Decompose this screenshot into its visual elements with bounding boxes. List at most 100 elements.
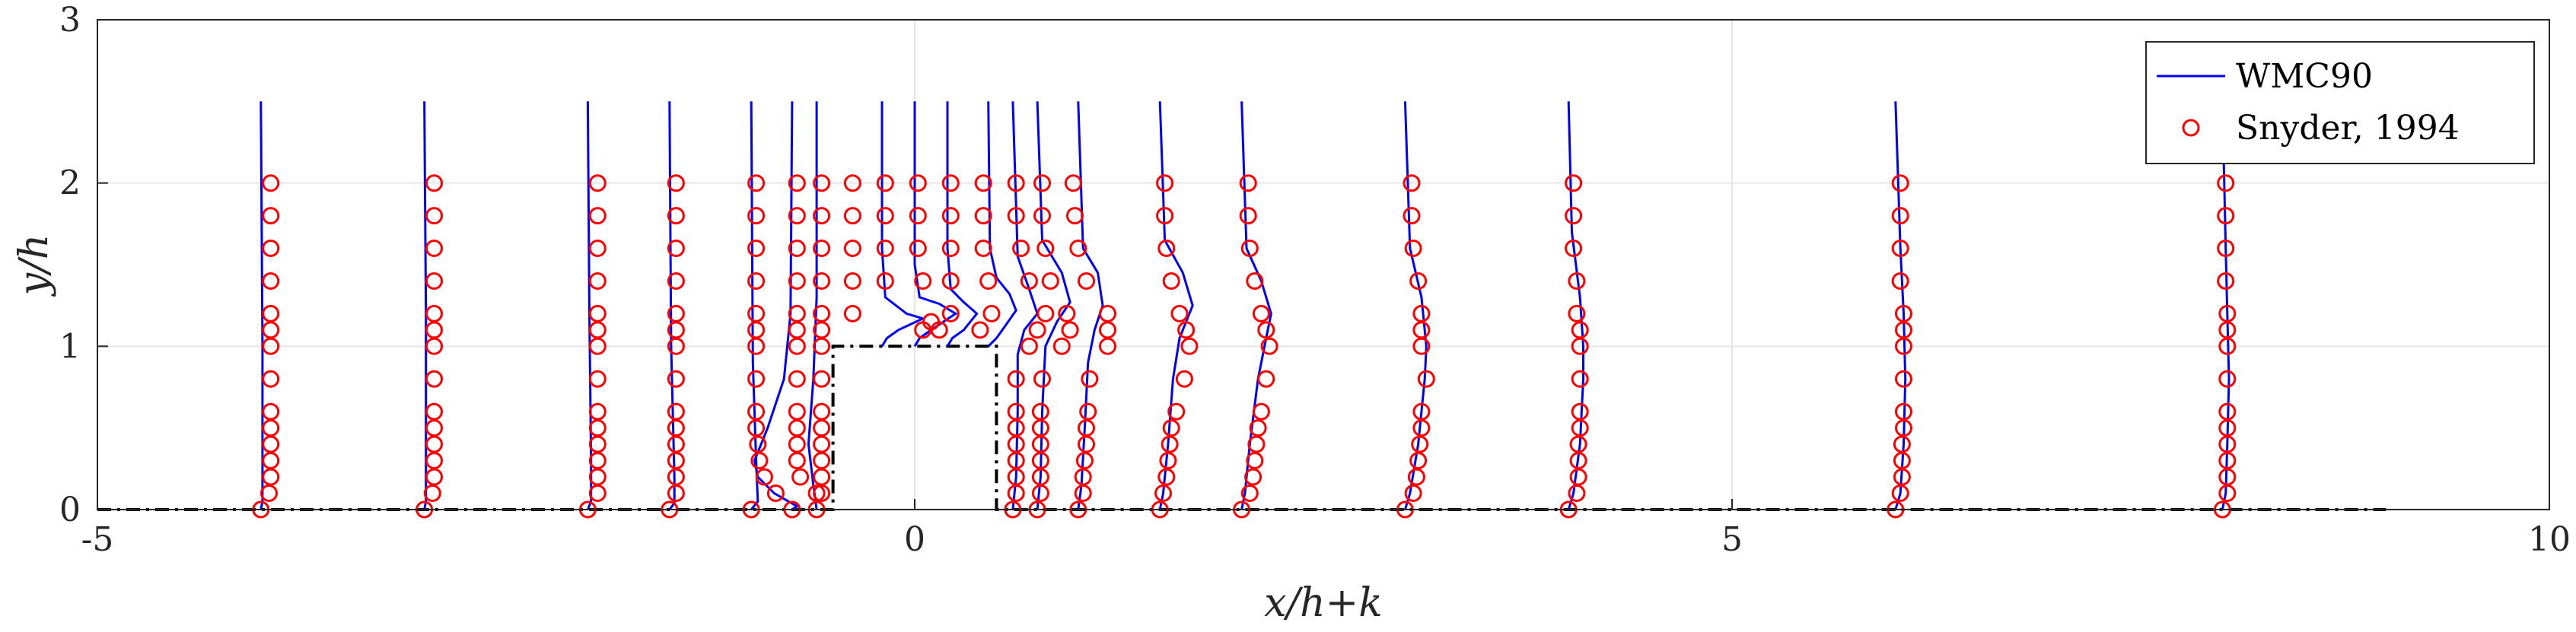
snyder-data-point	[2217, 240, 2235, 257]
snyder-data-point	[755, 468, 773, 486]
snyder-data-point	[2218, 402, 2237, 421]
legend-entry-wmc90: WMC90	[2236, 57, 2373, 96]
snyder-data-point	[588, 272, 607, 290]
snyder-data-point	[262, 419, 280, 437]
snyder-data-point	[262, 468, 280, 486]
snyder-data-point	[667, 370, 685, 388]
snyder-data-point	[843, 207, 861, 225]
snyder-data-point	[425, 207, 443, 225]
snyder-data-point	[876, 174, 894, 192]
snyder-data-point	[260, 484, 278, 502]
snyder-data-point	[1417, 370, 1435, 388]
snyder-data-point	[1409, 452, 1428, 470]
legend-marker-sample	[2182, 119, 2200, 137]
snyder-data-point	[843, 304, 861, 322]
snyder-data-point	[1061, 321, 1079, 339]
snyder-data-point	[262, 370, 280, 388]
wmc90-profile-line	[668, 101, 676, 510]
snyder-data-point	[262, 435, 280, 453]
snyder-data-point	[423, 484, 441, 502]
snyder-data-point	[791, 468, 810, 486]
snyder-data-point	[1177, 321, 1196, 339]
snyder-data-point	[667, 304, 685, 322]
snyder-data-point	[425, 468, 443, 486]
snyder-data-point	[1007, 207, 1025, 225]
snyder-data-point	[262, 272, 280, 290]
snyder-data-point	[1895, 402, 1912, 421]
snyder-data-point	[588, 484, 607, 502]
snyder-data-point	[1411, 435, 1429, 453]
snyder-data-point	[2218, 304, 2237, 322]
snyder-data-point	[425, 452, 443, 470]
snyder-data-point	[788, 452, 806, 470]
snyder-data-point	[1565, 174, 1583, 192]
x-tick-label: -5	[81, 520, 114, 559]
snyder-data-point	[1571, 402, 1589, 421]
snyder-data-point	[941, 240, 960, 257]
snyder-data-point	[1404, 484, 1422, 502]
snyder-data-point	[588, 468, 607, 486]
snyder-data-point	[813, 435, 831, 453]
snyder-data-point	[1568, 272, 1586, 290]
snyder-data-point	[1412, 304, 1431, 322]
snyder-data-point	[1157, 240, 1176, 257]
snyder-data-point	[1240, 484, 1259, 502]
snyder-data-point	[747, 321, 766, 339]
snyder-data-point	[974, 174, 992, 192]
snyder-data-point	[766, 484, 785, 502]
snyder-data-point	[813, 468, 831, 486]
snyder-data-point	[974, 240, 992, 257]
snyder-data-point	[1078, 435, 1095, 453]
snyder-data-point	[914, 272, 932, 290]
snyder-data-point	[813, 207, 831, 225]
snyder-data-point	[843, 272, 861, 290]
x-axis-label: x/h+k	[1264, 580, 1382, 626]
snyder-data-point	[262, 240, 280, 257]
snyder-data-point	[747, 402, 766, 421]
legend-box	[2145, 41, 2535, 164]
snyder-data-point	[1154, 484, 1172, 502]
snyder-data-point	[971, 321, 989, 339]
snyder-data-point	[1571, 321, 1589, 339]
snyder-data-point	[425, 174, 443, 192]
legend-entry-snyder: Snyder, 1994	[2236, 109, 2460, 148]
snyder-data-point	[1568, 304, 1586, 322]
y-axis-label: y/h	[11, 234, 57, 297]
x-tick-label: 10	[2528, 520, 2571, 559]
snyder-data-point	[262, 402, 280, 421]
snyder-data-point	[788, 419, 806, 437]
snyder-data-point	[941, 207, 960, 225]
snyder-data-point	[979, 272, 998, 290]
snyder-data-point	[1412, 321, 1431, 339]
snyder-data-point	[941, 272, 960, 290]
snyder-data-point	[813, 370, 831, 388]
snyder-data-point	[1074, 468, 1092, 486]
snyder-data-point	[788, 272, 806, 290]
snyder-data-point	[588, 402, 607, 421]
snyder-data-point	[1407, 468, 1425, 486]
snyder-data-point	[788, 402, 806, 421]
x-tick-label: 0	[904, 520, 925, 559]
wmc90-profile-line	[1036, 101, 1071, 510]
snyder-data-point	[1078, 272, 1095, 290]
snyder-data-point	[788, 240, 806, 257]
snyder-data-point	[1565, 207, 1583, 225]
snyder-data-point	[1895, 370, 1912, 388]
snyder-data-point	[588, 174, 607, 192]
snyder-data-point	[1058, 304, 1076, 322]
snyder-data-point	[747, 207, 766, 225]
snyder-data-point	[1891, 174, 1909, 192]
snyder-data-point	[1239, 207, 1257, 225]
snyder-data-point	[667, 435, 685, 453]
snyder-data-point	[1895, 304, 1912, 322]
snyder-data-point	[588, 207, 607, 225]
snyder-data-point	[425, 402, 443, 421]
snyder-data-point	[1240, 240, 1259, 257]
snyder-data-point	[262, 452, 280, 470]
snyder-data-point	[1099, 321, 1116, 339]
snyder-data-point	[588, 240, 607, 257]
snyder-data-point	[1252, 304, 1270, 322]
snyder-data-point	[788, 174, 806, 192]
snyder-data-point	[667, 484, 685, 502]
snyder-data-point	[1167, 402, 1186, 421]
